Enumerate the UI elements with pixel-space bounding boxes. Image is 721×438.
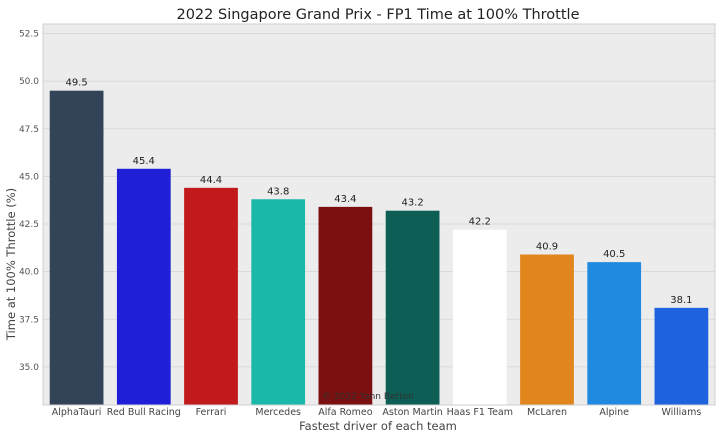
bar — [251, 199, 306, 405]
bar-value-label: 43.8 — [267, 186, 289, 197]
y-axis-title: Time at 100% Throttle (%) — [4, 188, 18, 341]
plot-frame — [42, 23, 716, 406]
y-tick-label: 40.0 — [19, 268, 39, 278]
bars — [49, 90, 709, 406]
x-tick-label: Ferrari — [196, 407, 227, 418]
x-tick-label: AlphaTauri — [52, 407, 102, 418]
y-tick-label: 50.0 — [19, 77, 39, 87]
bar — [587, 262, 642, 405]
chart-title: 2022 Singapore Grand Prix - FP1 Time at … — [176, 7, 579, 23]
y-tick-label: 52.5 — [19, 30, 39, 40]
x-tick-label: Red Bull Racing — [107, 407, 181, 418]
y-tick-label: 37.5 — [19, 315, 39, 325]
bar — [385, 210, 440, 405]
x-axis-title: Fastest driver of each team — [299, 419, 457, 433]
value-labels: 49.5 45.4 44.4 43.8 43.4 43.2 42.2 40.9 40.5 38.1 — [65, 78, 692, 306]
x-tick-label: Alpine — [599, 407, 629, 418]
bar — [116, 168, 171, 405]
bar — [654, 307, 709, 405]
bar — [49, 90, 104, 406]
x-tick-label: McLaren — [527, 407, 567, 418]
y-tick-label: 42.5 — [19, 220, 39, 230]
copyright-annotation: © 2022 Yann Betton — [322, 392, 414, 402]
bar — [520, 254, 574, 405]
x-tick-label: Williams — [662, 407, 702, 418]
bar-value-label: 38.1 — [670, 295, 692, 306]
y-tick-label: 45.0 — [19, 172, 39, 182]
x-tick-label: Alfa Romeo — [318, 407, 372, 418]
x-tick-label: Mercedes — [255, 407, 301, 418]
bar-value-label: 43.4 — [334, 194, 356, 205]
y-axis-ticks: 35.0 37.5 40.0 42.5 45.0 47.5 50.0 52.5 — [19, 30, 39, 373]
bar — [452, 229, 507, 405]
bar-value-label: 43.2 — [401, 198, 423, 209]
x-axis-ticks: AlphaTauri Red Bull Racing Ferrari Mercedes… — [52, 407, 702, 418]
bar-value-label: 42.2 — [469, 217, 491, 228]
bar-value-label: 44.4 — [200, 175, 222, 186]
y-tick-label: 47.5 — [19, 125, 39, 135]
x-tick-label: Haas F1 Team — [447, 407, 513, 418]
x-tick-label: Aston Martin — [382, 407, 442, 418]
bar-value-label: 40.9 — [536, 242, 558, 253]
y-tick-label: 35.0 — [19, 363, 39, 373]
bar — [318, 206, 373, 405]
bar-value-label: 49.5 — [65, 78, 87, 89]
bar — [184, 187, 238, 405]
bar-value-label: 45.4 — [133, 156, 155, 167]
bar-value-label: 40.5 — [603, 249, 625, 260]
